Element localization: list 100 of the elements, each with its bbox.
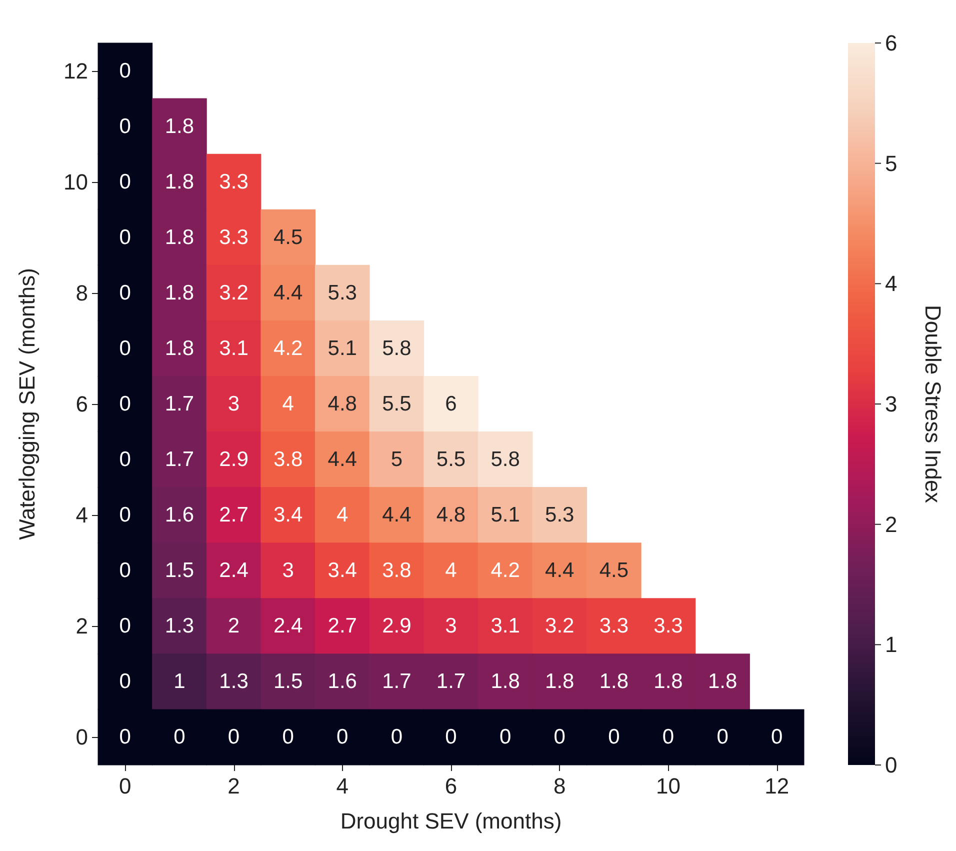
data-label: 2.4 (273, 614, 303, 638)
data-label: 0 (119, 114, 131, 138)
data-label: 0 (716, 726, 728, 749)
data-label: 1.8 (708, 670, 738, 694)
data-label: 3 (445, 614, 457, 638)
data-label: 3.3 (219, 170, 248, 194)
data-label: 1.5 (164, 559, 194, 582)
data-label: 1.8 (545, 670, 574, 694)
data-label: 1.8 (599, 670, 629, 694)
data-label: 0 (499, 726, 512, 749)
data-label: 3.3 (654, 614, 683, 638)
data-label: 1.5 (273, 670, 303, 694)
y-axis-title: Waterlogging SEV (months) (14, 268, 40, 540)
data-label: 5.5 (436, 448, 466, 472)
x-tick-label: 12 (764, 774, 790, 798)
data-label: 5.8 (490, 448, 520, 472)
data-label: 0 (282, 726, 294, 749)
data-label: 0 (771, 726, 783, 749)
data-label: 3.4 (328, 559, 358, 582)
data-label: 2.9 (219, 448, 248, 472)
data-label: 0 (119, 726, 131, 749)
data-label: 4 (336, 504, 349, 527)
data-label: 5.1 (490, 504, 520, 527)
data-label: 4.4 (382, 504, 412, 527)
data-label: 6 (445, 392, 457, 416)
data-label: 5.3 (328, 281, 357, 304)
color-bar-label: 6 (885, 30, 898, 56)
data-label: 1.3 (219, 670, 248, 694)
data-label: 5 (390, 448, 403, 472)
color-bar-label: 3 (885, 392, 898, 416)
data-label: 1.3 (164, 614, 194, 638)
color-bar-label: 1 (885, 632, 898, 658)
data-label: 1.8 (164, 170, 194, 194)
data-label: 5.5 (382, 392, 412, 416)
y-tick-label: 4 (76, 502, 88, 528)
data-label: 3.8 (382, 559, 412, 582)
data-label: 4.4 (328, 448, 358, 472)
data-label: 0 (119, 392, 131, 416)
data-label: 1.8 (164, 336, 194, 360)
data-label: 4.8 (436, 504, 466, 527)
data-label: 5.8 (382, 336, 412, 360)
data-label: 0 (119, 170, 131, 194)
y-tick-label: 2 (76, 614, 88, 639)
data-label: 3.3 (599, 614, 629, 638)
data-label: 0 (336, 726, 348, 749)
data-label: 2.7 (328, 614, 357, 638)
data-label: 4.5 (599, 559, 629, 582)
data-label: 1.7 (436, 670, 466, 694)
color-bar-label: 4 (885, 271, 898, 296)
data-label: 0 (119, 59, 131, 82)
data-label: 2.7 (219, 504, 248, 527)
data-label: 2.4 (219, 559, 249, 582)
color-bar-label: 0 (885, 752, 898, 778)
data-label: 0 (119, 614, 131, 638)
data-label: 3.8 (273, 448, 303, 472)
data-label: 3.3 (219, 226, 248, 249)
data-label: 4.5 (273, 226, 303, 249)
y-tick-label: 8 (76, 280, 88, 306)
data-label: 1.8 (490, 670, 520, 694)
data-label: 3.1 (490, 614, 520, 638)
data-label: 1.8 (654, 670, 683, 694)
y-tick-label: 10 (64, 169, 88, 194)
data-label: 3.1 (219, 336, 248, 360)
data-label: 1.6 (164, 504, 194, 527)
x-tick-label: 8 (553, 774, 566, 798)
data-label: 2.9 (382, 614, 412, 638)
x-tick-label: 0 (119, 774, 132, 798)
data-label: 4.4 (273, 281, 303, 304)
color-bar-label: 2 (885, 512, 898, 537)
data-label: 3.2 (545, 614, 574, 638)
data-label: 4.4 (545, 559, 575, 582)
y-tick-label: 0 (76, 724, 88, 750)
data-label: 0 (119, 336, 131, 360)
data-label: 4.8 (328, 392, 357, 416)
color-bar-label: 5 (885, 150, 898, 176)
x-tick-label: 2 (228, 774, 240, 798)
data-label: 0 (119, 670, 131, 694)
data-label: 5.3 (545, 504, 574, 527)
data-label: 1.8 (164, 114, 194, 138)
data-label: 3.4 (273, 504, 303, 527)
data-label: 0 (119, 226, 131, 249)
x-tick-label: 4 (336, 774, 349, 798)
data-label: 1.7 (164, 392, 194, 416)
data-label: 0 (390, 726, 403, 749)
data-label: 0 (119, 559, 131, 582)
data-label: 1.7 (382, 670, 412, 694)
data-label: 1.8 (164, 226, 194, 249)
data-label: 1.7 (164, 448, 194, 472)
x-axis-title: Drought SEV (months) (340, 808, 562, 834)
data-label: 0 (554, 726, 566, 749)
data-label: 4 (445, 559, 458, 582)
data-label: 4.2 (273, 336, 303, 360)
data-label: 0 (174, 726, 186, 749)
data-label: 5.1 (328, 336, 357, 360)
data-label: 0 (608, 726, 620, 749)
y-tick-label: 12 (64, 58, 88, 84)
data-label: 0 (119, 504, 131, 527)
data-label: 0 (119, 448, 131, 472)
x-tick-label: 6 (444, 774, 458, 798)
data-label: 3 (282, 559, 294, 582)
